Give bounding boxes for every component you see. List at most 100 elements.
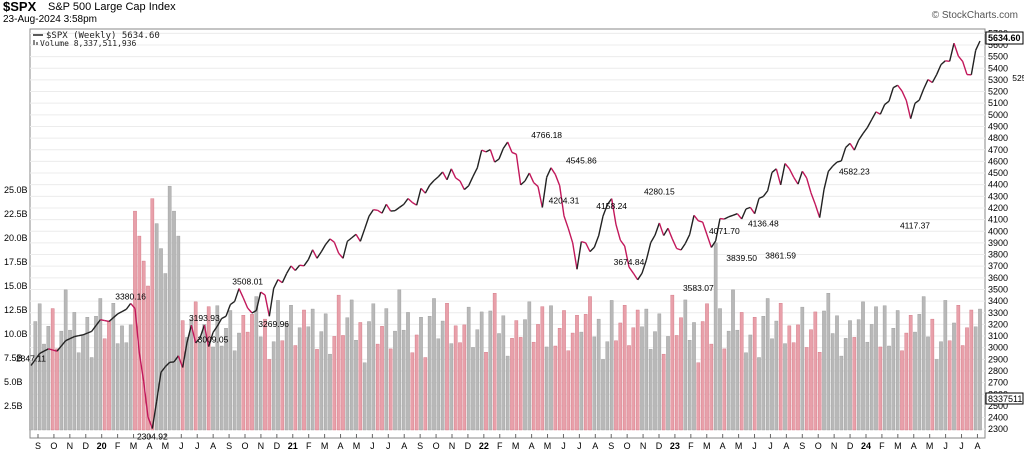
price-segment xyxy=(749,206,756,215)
volume-bar xyxy=(59,330,64,431)
x-tick-label: A xyxy=(720,441,726,451)
volume-bar xyxy=(683,299,688,431)
price-segment xyxy=(875,111,881,115)
volume-bar xyxy=(679,317,683,431)
volume-bar xyxy=(241,315,246,431)
price-tick-label: 3300 xyxy=(988,308,1008,318)
volume-bar xyxy=(843,338,848,431)
x-tick-label: A xyxy=(210,441,216,451)
volume-bar xyxy=(739,312,744,431)
x-tick-label: F xyxy=(688,441,694,451)
volume-bar xyxy=(237,332,241,431)
x-tick-label: N xyxy=(449,441,456,451)
volume-bar xyxy=(72,312,77,431)
chart-header: $SPX S&P 500 Large Cap Index 23-Aug-2024… xyxy=(2,0,1022,30)
x-tick-label: D xyxy=(83,441,90,451)
x-tick-label: M xyxy=(544,441,552,451)
price-segment xyxy=(117,310,123,315)
price-segment xyxy=(394,206,400,212)
volume-bar xyxy=(254,296,259,431)
volume-bar xyxy=(770,338,774,431)
volume-bar xyxy=(601,359,605,431)
volume-bar xyxy=(371,303,376,431)
price-tick-label: 3100 xyxy=(988,331,1008,341)
price-segment xyxy=(741,208,747,220)
volume-bar xyxy=(709,343,714,431)
volume-bar xyxy=(895,310,900,431)
volume-bar xyxy=(228,310,233,431)
copyright[interactable]: © StockCharts.com xyxy=(931,10,1018,21)
price-segment xyxy=(108,317,114,323)
volume-bar xyxy=(518,337,523,431)
volume-bar xyxy=(744,352,748,431)
volume-bar xyxy=(605,341,610,431)
price-tick-label: 4200 xyxy=(988,203,1008,213)
volume-bar xyxy=(878,346,883,431)
price-tick-label: 2700 xyxy=(988,378,1008,388)
volume-bar xyxy=(839,355,844,431)
price-segment xyxy=(485,149,491,153)
price-segment xyxy=(142,381,149,418)
price-segment xyxy=(814,204,821,218)
volume-bar xyxy=(813,311,818,431)
price-tick-label: 3200 xyxy=(988,319,1008,329)
price-segment xyxy=(242,297,249,309)
volume-bar xyxy=(644,308,649,431)
volume-bar xyxy=(50,308,55,431)
volume-bar xyxy=(180,320,185,431)
volume-bar xyxy=(380,326,384,431)
volume-bar xyxy=(375,343,380,431)
price-segment xyxy=(455,177,461,182)
price-segment xyxy=(745,206,751,210)
volume-bar xyxy=(536,324,540,431)
price-segment xyxy=(753,198,760,214)
price-segment xyxy=(186,325,193,343)
volume-bar xyxy=(887,345,891,431)
x-tick-label: D xyxy=(656,441,663,451)
price-segment xyxy=(645,242,652,261)
volume-bar xyxy=(146,285,150,431)
price-tick-label: 4800 xyxy=(988,133,1008,143)
price-segment xyxy=(901,90,907,101)
volume-bar xyxy=(42,343,46,431)
price-segment xyxy=(788,168,795,178)
price-segment xyxy=(905,100,912,119)
volume-bar xyxy=(423,357,428,431)
volume-bar xyxy=(384,308,389,431)
price-segment xyxy=(528,172,535,183)
volume-tick-label: 10.0B xyxy=(4,329,28,339)
price-segment xyxy=(909,103,916,119)
price-segment xyxy=(173,355,179,363)
x-tick-label: J xyxy=(561,441,566,451)
volume-bar xyxy=(193,301,198,431)
volume-bar xyxy=(284,322,289,431)
volume-bar xyxy=(900,350,904,431)
price-segment xyxy=(442,171,448,181)
price-annotation: 3269.96 xyxy=(258,319,289,329)
price-segment xyxy=(520,180,526,186)
price-segment xyxy=(333,241,340,254)
volume-tick-label: 5.0B xyxy=(4,377,23,387)
price-segment xyxy=(623,245,630,268)
volume-bar xyxy=(774,320,779,431)
x-tick-label: F xyxy=(497,441,503,451)
volume-bar xyxy=(206,306,211,431)
price-segment xyxy=(593,235,600,248)
volume-bar xyxy=(514,320,519,431)
volume-bar xyxy=(107,320,111,431)
x-tick-label: M xyxy=(130,441,138,451)
volume-bars xyxy=(29,185,982,431)
price-segment xyxy=(433,176,439,182)
x-tick-label: J xyxy=(943,441,948,451)
volume-tick-label: 2.5B xyxy=(4,401,23,411)
price-segment xyxy=(260,291,266,296)
price-segment xyxy=(805,177,812,194)
x-tick-label: F xyxy=(879,441,885,451)
price-segment xyxy=(836,160,842,163)
volume-bar xyxy=(692,322,696,431)
price-segment xyxy=(502,141,509,149)
price-segment xyxy=(884,100,890,106)
volume-tick-label: 17.5B xyxy=(4,257,28,267)
price-tick-label: 4700 xyxy=(988,145,1008,155)
volume-bar xyxy=(670,294,675,431)
